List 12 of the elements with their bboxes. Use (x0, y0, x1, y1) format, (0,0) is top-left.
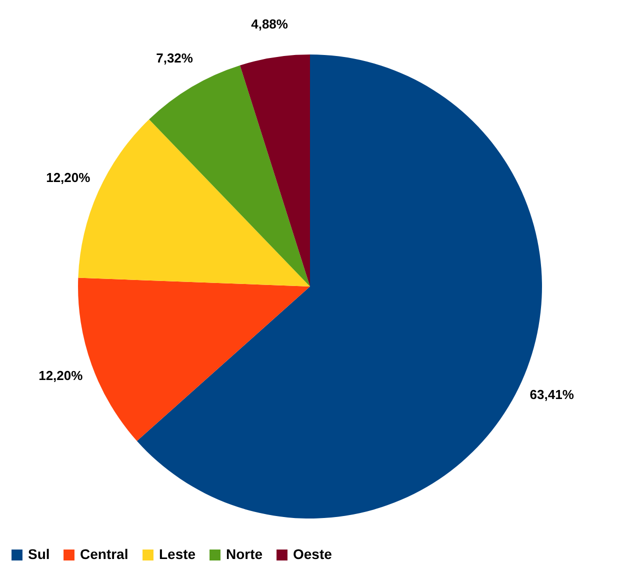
data-label: 63,41% (530, 386, 574, 402)
legend-label: Norte (226, 546, 263, 562)
legend-label: Leste (159, 546, 196, 562)
legend-label: Central (80, 546, 128, 562)
pie-slice (240, 54, 310, 286)
data-label: 12,20% (38, 368, 84, 384)
data-label: 4,88% (251, 16, 288, 32)
legend-label: Oeste (293, 546, 332, 562)
data-label: 7,32% (156, 50, 194, 66)
legend-label: Sul (28, 546, 50, 562)
data-label: 12,20% (46, 170, 91, 186)
pie-slice (149, 65, 310, 286)
